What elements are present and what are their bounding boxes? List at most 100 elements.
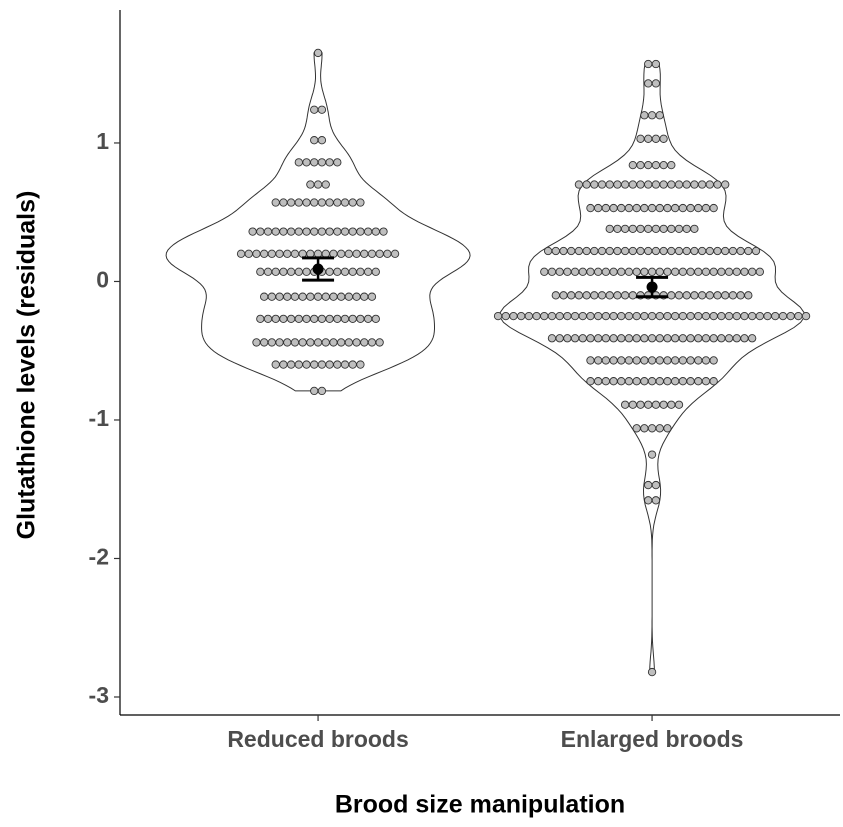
dot	[651, 180, 661, 189]
dot	[298, 338, 307, 347]
dot	[624, 356, 634, 365]
dot	[540, 267, 549, 276]
dot	[632, 203, 641, 213]
dot	[663, 356, 672, 365]
dot	[667, 400, 676, 409]
dot	[260, 249, 269, 258]
dot	[306, 338, 315, 347]
dot	[701, 203, 711, 213]
dot	[567, 291, 576, 300]
dot	[686, 356, 695, 365]
dot	[690, 180, 699, 189]
dot	[547, 334, 557, 343]
dot	[617, 267, 626, 276]
dot	[624, 334, 634, 343]
dot	[655, 424, 664, 433]
dot	[674, 291, 684, 300]
dot	[601, 356, 611, 365]
dot	[736, 246, 745, 256]
dot	[686, 377, 695, 386]
dot	[578, 334, 587, 343]
dot	[636, 160, 645, 170]
dot	[290, 338, 300, 347]
dot	[367, 338, 377, 347]
dot	[644, 480, 653, 490]
dot	[794, 311, 803, 321]
dot	[574, 246, 584, 256]
dot	[263, 267, 273, 276]
dot	[236, 249, 246, 258]
dot	[363, 267, 373, 276]
dot	[271, 227, 280, 236]
y-tick-label: 1	[96, 128, 109, 154]
dot	[586, 203, 595, 213]
dot	[655, 311, 664, 321]
dot	[709, 377, 718, 386]
dot	[325, 158, 334, 167]
dot	[313, 249, 323, 258]
dot	[628, 224, 637, 233]
dot	[286, 314, 296, 324]
dot	[340, 267, 350, 276]
dot	[578, 267, 587, 276]
dot	[263, 227, 273, 236]
dot	[379, 227, 388, 236]
dot	[647, 311, 657, 321]
dot	[640, 311, 649, 321]
dot	[644, 79, 653, 88]
dot	[667, 246, 676, 256]
dot	[325, 198, 334, 207]
dot	[663, 203, 672, 213]
dot	[674, 180, 684, 189]
dot	[613, 180, 622, 189]
dot	[340, 198, 350, 207]
dot	[321, 249, 330, 258]
dot	[651, 496, 661, 505]
dot	[256, 227, 265, 236]
dot	[252, 338, 261, 347]
dot	[279, 267, 288, 276]
dot	[686, 334, 695, 343]
dot	[636, 134, 645, 143]
dot	[352, 338, 361, 347]
dot	[375, 249, 384, 258]
dot	[294, 314, 303, 324]
dot	[713, 246, 722, 256]
dot	[275, 338, 284, 347]
dot	[317, 136, 327, 145]
dot	[586, 377, 595, 386]
dot	[709, 267, 718, 276]
dot	[651, 246, 661, 256]
dot	[690, 224, 699, 233]
dot	[317, 198, 327, 207]
dot	[356, 198, 365, 207]
dot	[348, 267, 357, 276]
dot	[613, 246, 622, 256]
dot	[620, 291, 630, 300]
dot	[713, 291, 722, 300]
dot	[786, 311, 795, 321]
dot	[628, 246, 637, 256]
dot	[367, 292, 377, 301]
dot	[640, 203, 649, 213]
dot	[586, 267, 595, 276]
dot	[283, 338, 292, 347]
dot	[671, 267, 680, 276]
dot	[748, 267, 757, 276]
dot	[620, 180, 630, 189]
dot	[732, 311, 741, 321]
dot	[290, 249, 300, 258]
dot	[647, 450, 657, 459]
dot	[547, 311, 557, 321]
dot	[671, 203, 680, 213]
dot	[517, 311, 526, 321]
dot	[663, 334, 672, 343]
dot	[290, 292, 300, 301]
dot	[644, 224, 653, 233]
dot	[697, 246, 707, 256]
dot	[640, 334, 649, 343]
dot	[337, 292, 346, 301]
dot	[601, 377, 611, 386]
y-tick-label: -1	[89, 405, 110, 431]
dot	[671, 334, 680, 343]
